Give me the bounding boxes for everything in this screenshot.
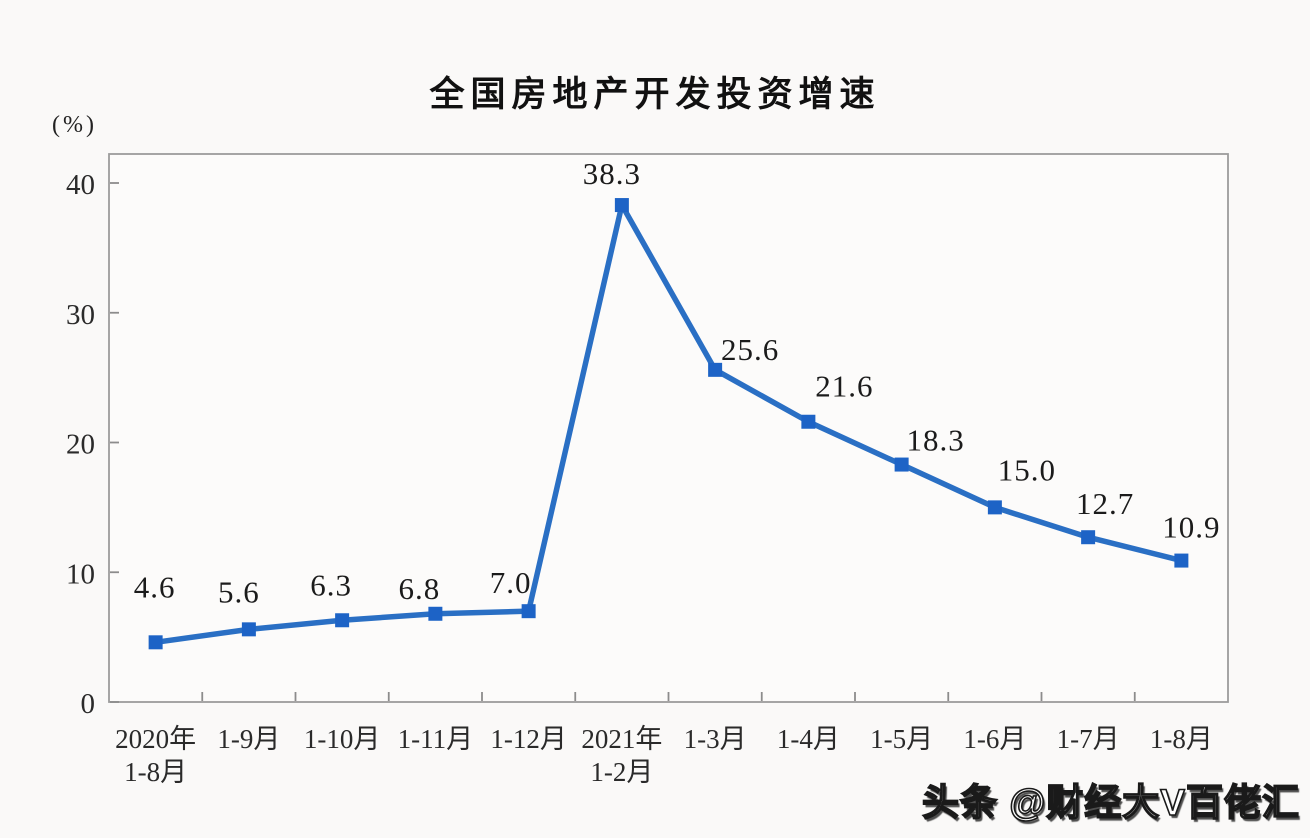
data-point-marker [241,622,256,637]
data-point-marker [801,414,816,429]
y-tick-label: 10 [66,558,95,590]
data-point-marker [148,635,163,650]
data-point-label: 6.3 [310,567,352,602]
data-point-label: 6.8 [399,571,441,606]
plot-border [108,153,1229,703]
data-point-marker [894,457,909,472]
x-category-label: 1-2月 [590,757,653,787]
data-point-label: 21.6 [815,369,873,404]
data-point-label: 5.6 [218,574,260,609]
data-point-label: 7.0 [490,565,532,600]
data-point-label: 10.9 [1162,510,1220,545]
x-category-label: 1-7月 [1057,724,1120,754]
x-category-label: 1-12月 [490,724,567,754]
x-category-label: 1-9月 [217,724,280,754]
y-tick-label: 30 [66,299,95,331]
x-category-label: 1-6月 [963,724,1026,754]
x-category-label: 2020年 [115,724,196,754]
data-point-label: 38.3 [583,156,641,191]
data-point-label: 15.0 [998,452,1056,487]
y-tick-label: 40 [66,169,95,201]
x-category-label: 1-11月 [398,724,474,754]
data-point-marker [521,604,536,619]
x-category-label: 1-5月 [870,724,933,754]
x-category-label: 1-8月 [124,757,187,787]
series-line [152,202,1185,646]
y-tick-label: 20 [66,429,95,461]
data-point-marker [987,500,1002,515]
data-point-marker [335,613,350,628]
x-category-label: 1-8月 [1150,724,1213,754]
data-point-marker [614,198,629,213]
data-point-label: 12.7 [1076,486,1134,521]
data-point-marker [1081,530,1096,545]
y-tick-label: 0 [81,688,96,720]
chart-title: 全国房地产开发投资增速 [429,75,881,114]
data-point-label: 4.6 [134,569,176,604]
x-category-label: 2021年 [581,724,662,754]
data-point-label: 25.6 [721,332,779,367]
x-category-label: 1-4月 [777,724,840,754]
data-point-marker [1174,553,1189,568]
data-point-marker [428,606,443,621]
data-point-marker [708,362,723,377]
x-category-label: 1-10月 [304,724,381,754]
y-axis-unit-label: (%) [52,112,97,138]
x-category-label: 1-3月 [684,724,747,754]
data-point-label: 18.3 [907,423,965,458]
watermark-text: 头条 @财经大V百佬汇 [921,781,1300,824]
